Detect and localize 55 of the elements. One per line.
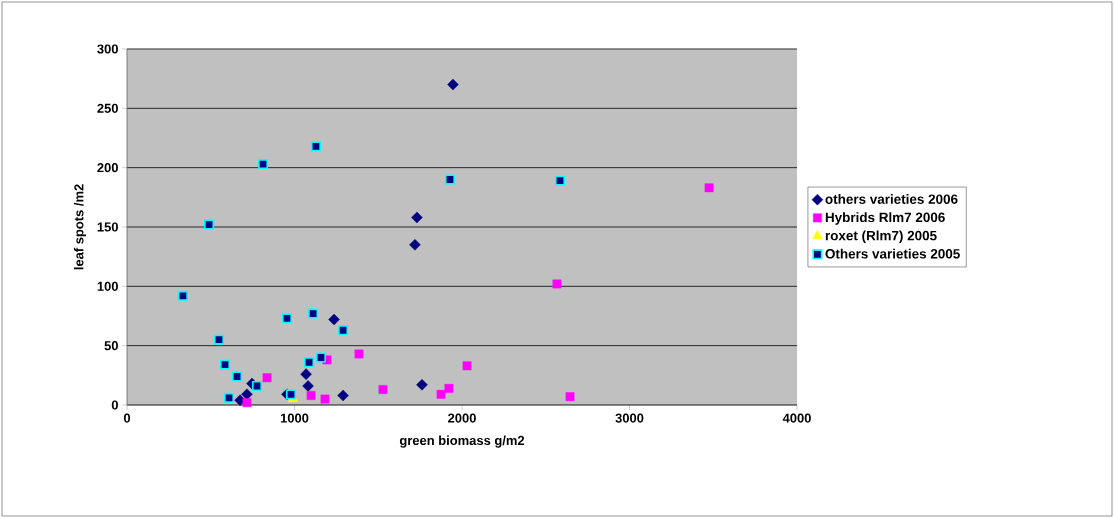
y-tick-label: 200: [97, 163, 118, 173]
y-tick-label: 250: [97, 103, 118, 113]
point: [565, 392, 575, 402]
point: [447, 78, 459, 91]
point: [378, 385, 388, 394]
point: [704, 183, 714, 193]
point: [177, 290, 188, 301]
point: [354, 349, 364, 359]
point: [300, 368, 312, 380]
legend-label: Hybrids Rlm7 2006: [825, 212, 945, 225]
x-tick-label: 2000: [448, 413, 476, 423]
point: [285, 389, 296, 400]
point: [242, 398, 252, 408]
y-tick-label: 100: [97, 281, 118, 291]
y-axis-title: leaf spots /m2: [73, 184, 87, 270]
x-axis-title: green biomass g/m2: [399, 435, 525, 448]
point: [213, 334, 224, 345]
x-tick-label: 3000: [615, 413, 644, 423]
y-tick-label: 150: [97, 222, 118, 232]
point: [337, 389, 349, 402]
point: [232, 371, 243, 382]
point: [555, 175, 565, 186]
point: [310, 141, 321, 152]
legend-label: Others varieties 2005: [825, 248, 960, 259]
point: [251, 381, 262, 391]
x-tick-label: 0: [123, 413, 131, 423]
point: [281, 313, 292, 324]
point: [320, 394, 330, 404]
point: [258, 159, 269, 170]
point: [315, 352, 326, 363]
point: [302, 380, 314, 392]
point: [444, 383, 454, 393]
point: [462, 361, 472, 371]
point: [262, 373, 272, 383]
point: [220, 359, 230, 370]
point: [552, 279, 562, 289]
point: [338, 325, 349, 336]
point: [416, 379, 428, 391]
point: [328, 313, 340, 326]
y-tick-label: 0: [111, 400, 118, 410]
legend-label: others varieties 2006: [825, 194, 958, 204]
x-tick-label: 1000: [280, 413, 309, 423]
point: [411, 211, 423, 224]
point: [304, 357, 315, 368]
legend-label: roxet (Rlm7) 2005: [825, 230, 937, 244]
point: [409, 239, 421, 251]
point: [436, 389, 446, 399]
point: [308, 308, 319, 319]
x-tick-label: 4000: [782, 413, 811, 423]
point: [444, 174, 455, 185]
point: [204, 219, 215, 230]
y-tick-label: 300: [97, 44, 118, 54]
y-tick-label: 50: [104, 341, 118, 351]
point: [224, 392, 235, 403]
point: [306, 391, 316, 400]
